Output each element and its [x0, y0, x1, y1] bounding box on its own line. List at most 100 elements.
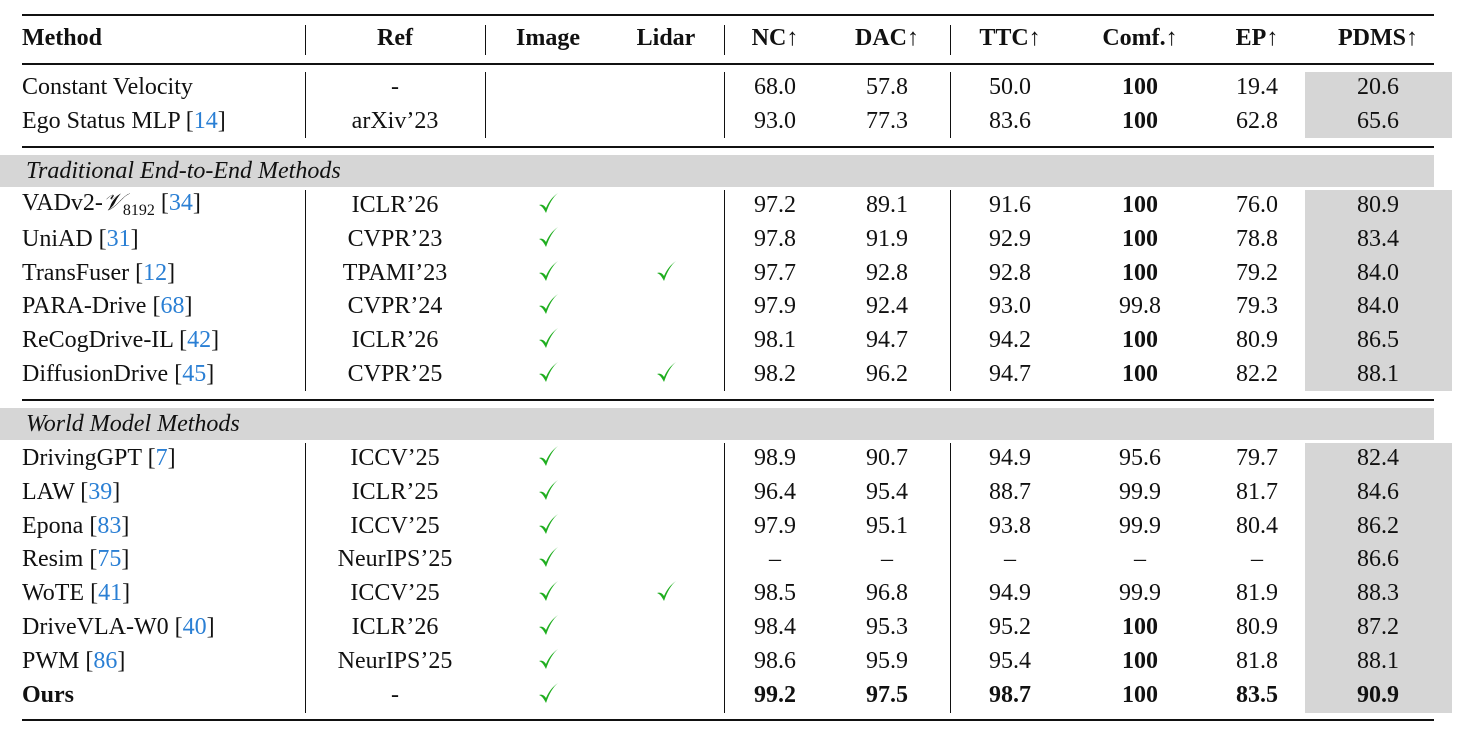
- check-shape: [539, 328, 558, 349]
- cite-bracket: [: [147, 445, 156, 471]
- cite-bracket: [: [89, 512, 98, 539]
- metric-cell: 20.6: [1357, 74, 1399, 100]
- metric-cell: 94.9: [989, 580, 1031, 607]
- metric-cell: 84.0: [1357, 293, 1399, 320]
- check-shape: [539, 294, 558, 315]
- metric-cell: 100: [1122, 74, 1158, 100]
- rule: [22, 146, 1434, 148]
- metric-cell: 83.6: [989, 107, 1031, 134]
- method-name: DrivingGPT: [22, 445, 142, 471]
- metric-cell: 94.7: [989, 361, 1031, 387]
- metric-cell: 99.9: [1119, 512, 1161, 539]
- ref-cell: CVPR’25: [347, 361, 443, 387]
- header-cell: PDMS↑: [1338, 25, 1418, 51]
- metric-cell: 80.9: [1357, 192, 1399, 218]
- pdms-highlight: [1305, 72, 1452, 138]
- method-cell: Epona [83]: [22, 514, 129, 538]
- metric-cell: 98.5: [754, 580, 796, 607]
- cite-bracket: ]: [211, 327, 220, 354]
- method-name: TransFuser: [22, 259, 130, 286]
- citation: 12: [143, 259, 168, 286]
- citation: 68: [160, 293, 185, 320]
- metric-cell: 88.1: [1357, 647, 1399, 674]
- citation: 83: [97, 512, 122, 539]
- metric-cell: 97.2: [754, 192, 796, 218]
- method-cell: PARA-Drive [68]: [22, 294, 192, 318]
- check-shape: [539, 547, 558, 568]
- metric-cell: 84.0: [1357, 259, 1399, 286]
- checkmark: [539, 479, 558, 500]
- citation: 7: [155, 445, 168, 471]
- cite-bracket: [: [179, 327, 188, 354]
- citation: 31: [106, 225, 131, 252]
- metric-cell: 80.9: [1236, 614, 1278, 640]
- metric-cell: 100: [1122, 614, 1158, 640]
- checkmark: [539, 547, 558, 568]
- method-name: DriveVLA-W0: [22, 614, 169, 640]
- column-divider: [724, 25, 725, 55]
- method-cell: DrivingGPT [7]: [22, 446, 176, 470]
- checkmark: [657, 260, 676, 281]
- metric-cell: 88.7: [989, 478, 1031, 505]
- metric-cell: 90.7: [866, 445, 908, 471]
- check-shape: [539, 682, 558, 703]
- metric-cell: 81.9: [1236, 580, 1278, 607]
- method-name: VADv2-: [22, 190, 103, 216]
- method-subscript: 8192: [122, 202, 155, 219]
- check-shape: [657, 362, 676, 382]
- metric-cell: 95.3: [866, 614, 908, 640]
- metric-cell: 92.4: [866, 293, 908, 320]
- header-cell: Ref: [377, 25, 413, 51]
- header-cell: DAC↑: [855, 25, 919, 51]
- ref-cell: ICLR’25: [351, 478, 439, 505]
- metric-cell: 91.6: [989, 192, 1031, 218]
- checkmark: [539, 581, 558, 602]
- metric-cell: 94.2: [989, 327, 1031, 354]
- metric-cell: 86.2: [1357, 512, 1399, 539]
- metric-cell: 100: [1122, 361, 1158, 387]
- cite-bracket: ]: [206, 361, 215, 387]
- metric-cell: 78.8: [1236, 225, 1278, 252]
- check-shape: [539, 362, 558, 382]
- metric-cell: 92.8: [866, 259, 908, 286]
- check-shape: [539, 513, 558, 534]
- metric-cell: 50.0: [989, 74, 1031, 100]
- method-name: Epona: [22, 512, 84, 539]
- check-shape: [539, 260, 558, 281]
- metric-cell: –: [1251, 546, 1263, 573]
- cite-bracket: [: [160, 190, 169, 216]
- metric-cell: 95.2: [989, 614, 1031, 640]
- cite-bracket: [: [90, 580, 99, 607]
- metric-cell: 98.7: [989, 681, 1031, 708]
- metric-cell: 98.9: [754, 445, 796, 471]
- metric-cell: 95.6: [1119, 445, 1161, 471]
- cite-bracket: [: [152, 293, 161, 320]
- cite-bracket: ]: [206, 614, 215, 640]
- method-symbol: 𝒱: [102, 190, 123, 216]
- header-cell: Image: [516, 25, 580, 51]
- ref-cell: ICLR’26: [351, 192, 439, 218]
- metric-cell: 68.0: [754, 74, 796, 100]
- header-cell: NC↑: [751, 25, 799, 51]
- section-band: [0, 155, 1434, 187]
- column-divider: [950, 190, 951, 391]
- metric-cell: 86.5: [1357, 327, 1399, 354]
- ref-cell: ICCV’25: [350, 580, 440, 607]
- checkmark: [539, 260, 558, 281]
- check-shape: [539, 479, 558, 500]
- metric-cell: 88.1: [1357, 361, 1399, 387]
- checkmark: [539, 294, 558, 315]
- rule: [22, 63, 1434, 65]
- column-divider: [950, 443, 951, 713]
- metric-cell: 100: [1122, 327, 1158, 354]
- check-shape: [539, 648, 558, 669]
- section-band: [0, 408, 1434, 440]
- ref-cell: -: [391, 74, 399, 100]
- checkmark: [539, 446, 558, 466]
- column-divider: [305, 25, 306, 55]
- section-title: World Model Methods: [26, 411, 240, 437]
- metric-cell: 96.8: [866, 580, 908, 607]
- method-cell: LAW [39]: [22, 480, 120, 504]
- metric-cell: 86.6: [1357, 546, 1399, 573]
- metric-cell: 88.3: [1357, 580, 1399, 607]
